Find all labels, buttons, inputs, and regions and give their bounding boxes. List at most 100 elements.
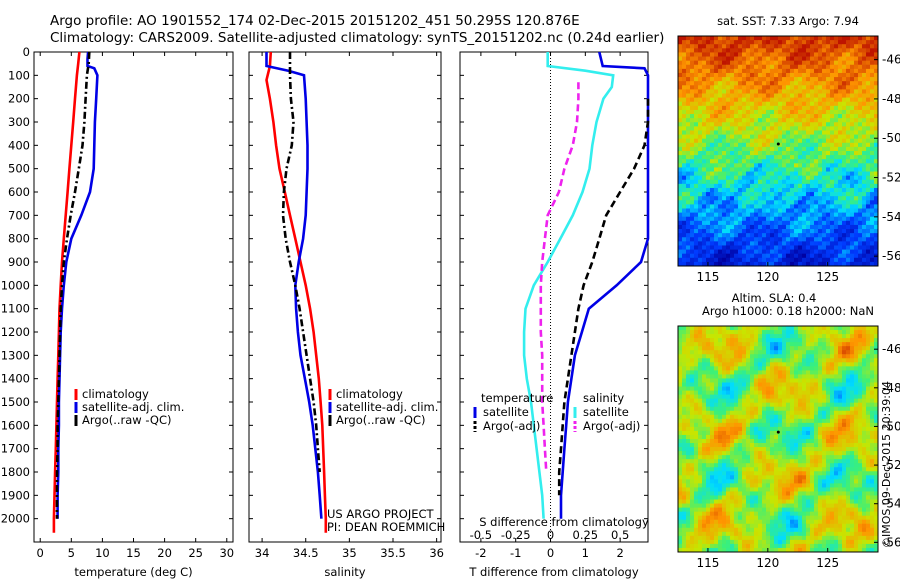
map-cell <box>862 44 867 49</box>
map-cell <box>702 253 707 259</box>
map-cell <box>790 434 795 440</box>
map-cell <box>706 64 711 70</box>
map-cell <box>682 467 687 472</box>
map-cell <box>858 326 863 331</box>
map-cell <box>734 426 739 432</box>
map-cell <box>846 155 851 160</box>
map-cell <box>838 118 843 123</box>
map-cell <box>862 97 867 103</box>
map-cell <box>770 68 775 74</box>
map-cell <box>838 216 843 222</box>
map-cell <box>846 459 851 464</box>
map-cell <box>718 187 723 193</box>
map-cell <box>742 212 747 218</box>
map-cell <box>678 163 683 168</box>
map-cell <box>830 447 835 452</box>
map-cell <box>874 398 879 404</box>
map-cell <box>714 261 719 267</box>
map-cell <box>870 208 875 214</box>
map-cell <box>874 60 879 66</box>
map-cell <box>702 382 707 387</box>
map-cell <box>730 44 735 49</box>
map-cell <box>846 109 851 115</box>
map-cell <box>794 224 799 230</box>
map-cell <box>806 220 811 226</box>
map-cell <box>858 451 863 456</box>
x-tick-label: 36 <box>429 546 444 560</box>
map-cell <box>738 224 743 230</box>
map-cell <box>730 354 735 359</box>
map-cell <box>722 439 727 444</box>
map-cell <box>822 224 827 230</box>
map-cell <box>866 439 871 444</box>
map-cell <box>714 229 719 234</box>
map-cell <box>850 245 855 250</box>
map-cell <box>730 398 735 404</box>
map-cell <box>806 85 811 90</box>
map-cell <box>786 224 791 230</box>
map-cell <box>794 422 799 428</box>
map-cell <box>718 208 723 214</box>
map-cell <box>766 362 771 367</box>
map-cell <box>698 410 703 416</box>
map-cell <box>814 81 819 86</box>
map-cell <box>678 447 683 452</box>
map-cell <box>750 208 755 214</box>
map-cell <box>858 44 863 49</box>
map-cell <box>830 342 835 347</box>
map-cell <box>770 253 775 259</box>
map-cell <box>842 443 847 448</box>
map-cell <box>758 374 763 379</box>
map-cell <box>786 346 791 351</box>
map-cell <box>810 118 815 123</box>
map-cell <box>742 406 747 412</box>
map-cell <box>854 52 859 57</box>
map-cell <box>802 463 807 468</box>
map-cell <box>834 334 839 339</box>
map-cell <box>682 216 687 222</box>
map-cell <box>766 374 771 379</box>
map-cell <box>822 229 827 234</box>
map-cell <box>710 212 715 218</box>
map-cell <box>810 406 815 412</box>
map-cell <box>770 192 775 197</box>
map-cell <box>730 146 735 152</box>
map-cell <box>770 443 775 448</box>
map-cell <box>754 183 759 189</box>
map-cell <box>830 163 835 168</box>
map-cell <box>794 249 799 255</box>
map-cell <box>838 200 843 205</box>
map-cell <box>738 192 743 197</box>
map-cell <box>702 220 707 226</box>
map-cell <box>682 257 687 263</box>
map-cell <box>726 183 731 189</box>
map-cell <box>690 118 695 123</box>
map-cell <box>698 402 703 408</box>
map-cell <box>766 366 771 371</box>
map-cell <box>698 414 703 420</box>
map-cell <box>862 414 867 420</box>
map-cell <box>690 358 695 363</box>
map-cell <box>742 430 747 436</box>
map-cell <box>846 249 851 255</box>
map-cell <box>706 89 711 94</box>
map-cell <box>730 418 735 424</box>
map-cell <box>758 245 763 250</box>
map-cell <box>806 151 811 156</box>
map-cell <box>846 354 851 359</box>
map-cell <box>874 204 879 209</box>
map-cell <box>754 398 759 404</box>
map-cell <box>846 439 851 444</box>
map-cell <box>714 382 719 387</box>
map-cell <box>842 171 847 177</box>
map-cell <box>854 204 859 209</box>
map-cell <box>830 224 835 230</box>
map-cell <box>682 354 687 359</box>
map-cell <box>814 175 819 181</box>
map-cell <box>806 463 811 468</box>
map-cell <box>742 241 747 246</box>
map-cell <box>826 208 831 214</box>
map-cell <box>770 229 775 234</box>
map-cell <box>826 451 831 456</box>
map-cell <box>734 81 739 86</box>
